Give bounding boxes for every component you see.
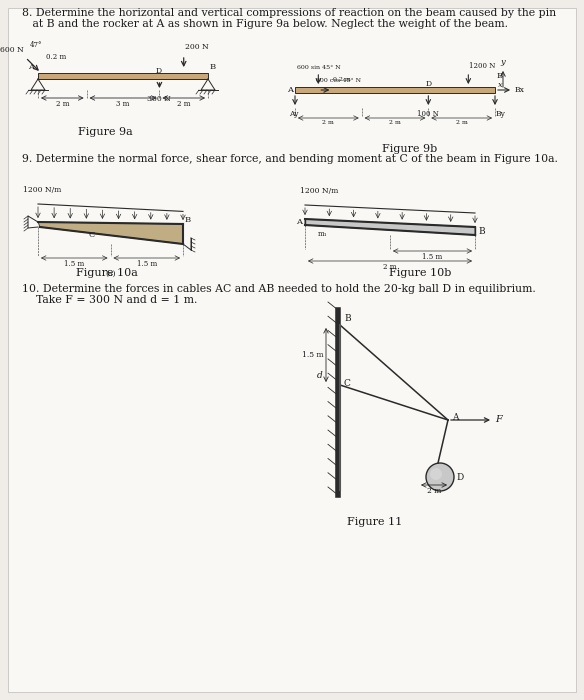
- Text: at B and the rocker at A as shown in Figure 9a below. Neglect the weight of the : at B and the rocker at A as shown in Fig…: [22, 19, 508, 29]
- Text: B: B: [478, 227, 485, 235]
- Text: Figure 9b: Figure 9b: [383, 144, 437, 154]
- Polygon shape: [38, 222, 183, 244]
- Text: 2 m: 2 m: [427, 487, 441, 495]
- Text: 100 N: 100 N: [418, 110, 439, 118]
- Text: Take F = 300 N and d = 1 m.: Take F = 300 N and d = 1 m.: [22, 295, 197, 305]
- Circle shape: [430, 468, 442, 480]
- Text: B: B: [344, 314, 350, 323]
- Text: A: A: [287, 86, 293, 94]
- Text: D: D: [456, 473, 463, 482]
- Text: 3 m: 3 m: [116, 100, 130, 108]
- Text: Bx: Bx: [515, 86, 525, 94]
- Text: 1.5 m: 1.5 m: [422, 253, 443, 261]
- Text: 1200 N/m: 1200 N/m: [300, 187, 338, 195]
- Text: B: B: [185, 216, 191, 224]
- Text: D: D: [425, 80, 432, 88]
- FancyBboxPatch shape: [8, 8, 576, 692]
- Text: 200 N: 200 N: [185, 43, 208, 51]
- Text: 1200 N: 1200 N: [470, 62, 496, 70]
- Text: 0.2 m: 0.2 m: [333, 77, 351, 82]
- FancyBboxPatch shape: [295, 87, 495, 93]
- Text: 2 m: 2 m: [383, 263, 397, 271]
- Text: 47°: 47°: [29, 41, 42, 50]
- Circle shape: [426, 463, 454, 491]
- Text: 2 m: 2 m: [55, 100, 69, 108]
- Text: C: C: [89, 231, 95, 239]
- Text: D: D: [155, 67, 162, 75]
- Text: A: A: [452, 414, 458, 423]
- Text: Figure 10b: Figure 10b: [389, 268, 451, 278]
- Text: 2 m: 2 m: [389, 120, 401, 125]
- Text: A: A: [296, 218, 302, 226]
- Text: B: B: [210, 63, 216, 71]
- Text: 2 m: 2 m: [456, 120, 468, 125]
- Text: 2 m: 2 m: [322, 120, 334, 125]
- Text: y: y: [500, 58, 505, 66]
- FancyBboxPatch shape: [38, 73, 208, 79]
- Text: 600 sin 45° N: 600 sin 45° N: [297, 65, 340, 70]
- Text: 300 N: 300 N: [148, 95, 171, 103]
- Text: 0.2 m: 0.2 m: [46, 53, 66, 61]
- Text: x: x: [498, 81, 503, 89]
- Text: 600 N: 600 N: [0, 46, 23, 55]
- Text: Ay: Ay: [289, 110, 299, 118]
- Text: (a): (a): [105, 270, 116, 278]
- Text: 2 m: 2 m: [177, 100, 190, 108]
- Text: 1200 N/m: 1200 N/m: [23, 186, 61, 194]
- Text: 1.5 m: 1.5 m: [303, 351, 324, 359]
- Text: m₁: m₁: [318, 230, 328, 238]
- Text: 10. Determine the forces in cables AC and AB needed to hold the 20-kg ball D in : 10. Determine the forces in cables AC an…: [22, 284, 536, 294]
- Text: d: d: [317, 370, 323, 379]
- Text: 1.5 m: 1.5 m: [137, 260, 157, 268]
- Text: 600 cos 45° N: 600 cos 45° N: [317, 78, 361, 83]
- Text: A: A: [28, 63, 34, 71]
- Polygon shape: [305, 219, 475, 235]
- Text: 9. Determine the normal force, shear force, and bending moment at C of the beam : 9. Determine the normal force, shear for…: [22, 154, 558, 164]
- Text: B: B: [497, 72, 503, 80]
- Text: Figure 10a: Figure 10a: [76, 268, 138, 278]
- Text: 1.5 m: 1.5 m: [64, 260, 84, 268]
- Text: F: F: [495, 416, 502, 424]
- Text: 8. Determine the horizontal and vertical compressions of reaction on the beam ca: 8. Determine the horizontal and vertical…: [22, 8, 556, 18]
- Text: C: C: [344, 379, 351, 388]
- Text: By: By: [496, 110, 506, 118]
- Text: Figure 11: Figure 11: [347, 517, 402, 527]
- Text: Figure 9a: Figure 9a: [78, 127, 133, 137]
